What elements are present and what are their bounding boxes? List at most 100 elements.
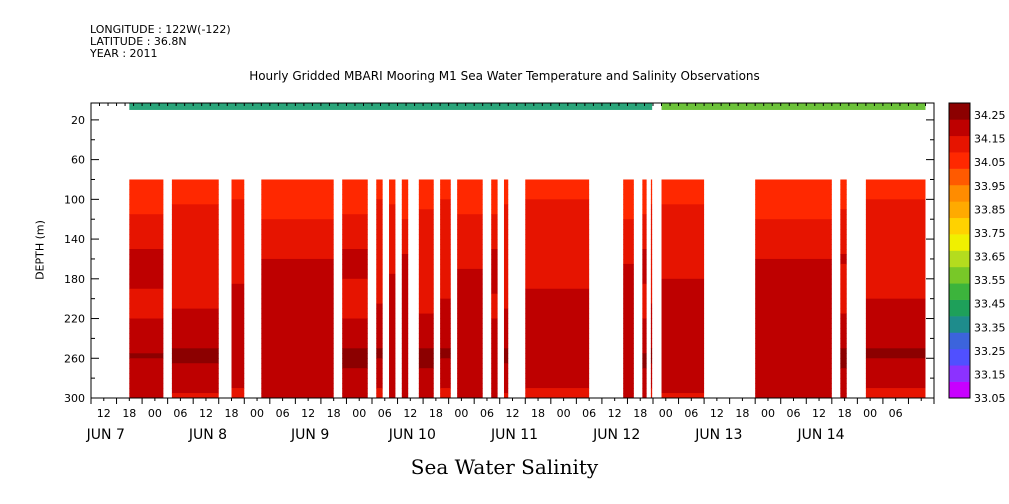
salinity-cell [503, 348, 509, 354]
salinity-cell [755, 303, 832, 310]
salinity-cell [129, 199, 164, 205]
salinity-cell [376, 363, 383, 369]
salinity-cell [401, 303, 409, 310]
salinity-cell [661, 224, 705, 230]
salinity-cell [650, 209, 653, 215]
salinity-cell [261, 368, 334, 374]
salinity-cell [418, 303, 434, 310]
colorbar-swatch [949, 119, 970, 137]
x-hour-label: 12 [812, 407, 826, 420]
salinity-cell [491, 388, 498, 394]
salinity-cell [840, 313, 847, 320]
salinity-cell [129, 184, 164, 190]
salinity-cell [661, 333, 705, 339]
salinity-cell [623, 239, 634, 245]
salinity-cell [171, 393, 219, 399]
salinity-cell [171, 388, 219, 394]
salinity-cell [171, 368, 219, 374]
salinity-cell [503, 204, 509, 210]
salinity-cell [642, 293, 647, 300]
salinity-cell [840, 204, 847, 210]
salinity-cell [840, 373, 847, 379]
salinity-cell [865, 229, 926, 235]
salinity-cell [840, 303, 847, 310]
salinity-cell [650, 184, 653, 190]
year-label: YEAR : 2011 [90, 47, 158, 60]
salinity-cell [491, 303, 498, 310]
x-day-label: JUN 7 [86, 427, 125, 443]
salinity-cell [650, 283, 653, 290]
salinity-cell [342, 308, 368, 315]
salinity-cell [389, 308, 396, 315]
salinity-cell [525, 318, 590, 325]
salinity-cell [418, 293, 434, 300]
salinity-cell [525, 363, 590, 369]
salinity-cell [261, 253, 334, 260]
salinity-cell [171, 378, 219, 384]
salinity-cell [129, 219, 164, 225]
salinity-cell [755, 204, 832, 210]
salinity-cell [389, 209, 396, 215]
salinity-cell [389, 373, 396, 379]
salinity-cell [342, 194, 368, 200]
salinity-cell [491, 353, 498, 359]
salinity-cell [418, 244, 434, 250]
salinity-cell [440, 288, 451, 295]
salinity-cell [642, 308, 647, 315]
x-hour-label: 18 [838, 407, 852, 420]
data-segment [491, 179, 498, 399]
salinity-cell [865, 338, 926, 344]
salinity-cell [623, 263, 634, 270]
x-hour-label: 18 [633, 407, 647, 420]
salinity-cell [389, 378, 396, 384]
salinity-cell [389, 219, 396, 225]
salinity-cell [755, 268, 832, 275]
salinity-cell [840, 393, 847, 399]
salinity-cell [342, 353, 368, 359]
salinity-cell [261, 343, 334, 349]
salinity-cell [642, 258, 647, 265]
salinity-cell [642, 373, 647, 379]
salinity-cell [457, 383, 483, 389]
salinity-cell [342, 288, 368, 295]
salinity-cell [129, 393, 164, 399]
salinity-cell [491, 278, 498, 285]
salinity-cell [261, 224, 334, 230]
salinity-cell [661, 278, 705, 285]
salinity-cell [261, 204, 334, 210]
salinity-cell [623, 283, 634, 290]
salinity-cell [389, 343, 396, 349]
salinity-cell [342, 373, 368, 379]
salinity-cell [642, 268, 647, 275]
plot-area [90, 102, 935, 399]
salinity-cell [342, 199, 368, 205]
salinity-cell [231, 219, 245, 225]
salinity-cell [525, 214, 590, 220]
salinity-cell [418, 224, 434, 230]
data-segment [840, 179, 847, 399]
y-tick-label: 220 [64, 313, 85, 326]
salinity-cell [171, 373, 219, 379]
salinity-cell [755, 244, 832, 250]
salinity-cell [525, 378, 590, 384]
salinity-cell [129, 368, 164, 374]
salinity-cell [457, 214, 483, 220]
salinity-cell [525, 199, 590, 205]
salinity-cell [623, 224, 634, 230]
salinity-cell [457, 303, 483, 310]
salinity-cell [389, 388, 396, 394]
salinity-cell [457, 393, 483, 399]
data-segment [642, 179, 647, 399]
salinity-cell [440, 343, 451, 349]
salinity-cell [755, 288, 832, 295]
salinity-cell [840, 288, 847, 295]
salinity-cell [231, 239, 245, 245]
salinity-cell [650, 348, 653, 354]
salinity-cell [342, 219, 368, 225]
salinity-cell [491, 189, 498, 195]
salinity-cell [661, 393, 705, 399]
salinity-cell [261, 189, 334, 195]
colorbar-swatch [949, 283, 970, 300]
colorbar-swatch [949, 316, 970, 333]
colorbar-swatch [949, 135, 970, 153]
